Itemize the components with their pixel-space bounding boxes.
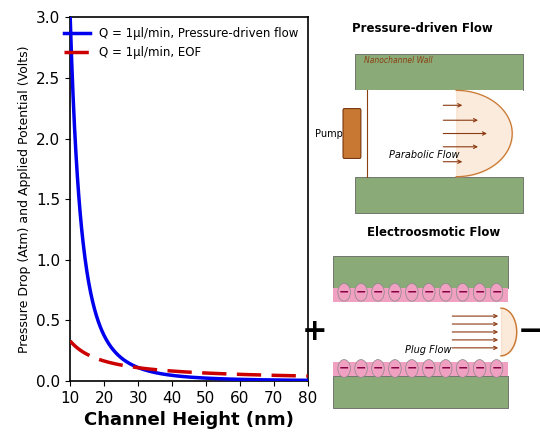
Text: −: − — [356, 286, 366, 299]
FancyBboxPatch shape — [333, 362, 508, 376]
Circle shape — [338, 283, 350, 301]
Text: −: − — [441, 362, 451, 375]
Text: Parabolic Flow: Parabolic Flow — [389, 150, 460, 160]
Text: Plug Flow: Plug Flow — [404, 345, 451, 355]
Q = 1μl/min, EOF — [180, 369, 186, 375]
Q = 1μl/min, EOF — [262, 372, 268, 378]
Q = 1μl/min, EOF — [208, 371, 215, 376]
Circle shape — [490, 359, 503, 378]
FancyBboxPatch shape — [333, 256, 508, 288]
Circle shape — [389, 359, 401, 378]
FancyBboxPatch shape — [355, 90, 523, 177]
Q = 1μl/min, Pressure-driven flow — [67, 15, 73, 20]
Legend: Q = 1μl/min, Pressure-driven flow, Q = 1μl/min, EOF: Q = 1μl/min, Pressure-driven flow, Q = 1… — [60, 23, 302, 62]
Text: −: − — [407, 362, 417, 375]
Text: −: − — [373, 362, 383, 375]
Q = 1μl/min, Pressure-driven flow — [299, 378, 305, 383]
Q = 1μl/min, Pressure-driven flow — [208, 376, 215, 381]
Text: −: − — [457, 362, 468, 375]
Text: Electroosmotic Flow: Electroosmotic Flow — [367, 226, 501, 239]
Q = 1μl/min, EOF — [299, 373, 305, 378]
Text: −: − — [474, 286, 485, 299]
Text: −: − — [356, 362, 366, 375]
Q = 1μl/min, EOF — [305, 373, 311, 378]
Text: −: − — [390, 362, 400, 375]
Text: Nanochannel Wall: Nanochannel Wall — [364, 56, 433, 65]
Circle shape — [406, 359, 418, 378]
Circle shape — [473, 359, 486, 378]
Text: −: − — [339, 286, 349, 299]
Circle shape — [372, 359, 384, 378]
Q = 1μl/min, EOF — [195, 370, 202, 375]
Q = 1μl/min, EOF — [181, 369, 188, 375]
Circle shape — [338, 359, 350, 378]
Y-axis label: Pressure Drop (Atm) and Applied Potential (Volts): Pressure Drop (Atm) and Applied Potentia… — [18, 45, 31, 353]
FancyBboxPatch shape — [343, 109, 361, 158]
Circle shape — [389, 283, 401, 301]
Text: −: − — [517, 317, 540, 346]
Circle shape — [440, 359, 452, 378]
Circle shape — [406, 283, 418, 301]
Circle shape — [490, 283, 503, 301]
Circle shape — [355, 283, 367, 301]
Text: +: + — [302, 317, 328, 346]
Text: −: − — [491, 362, 502, 375]
Circle shape — [473, 283, 486, 301]
FancyBboxPatch shape — [355, 54, 523, 90]
Circle shape — [422, 359, 435, 378]
Q = 1μl/min, Pressure-driven flow — [262, 377, 268, 382]
Q = 1μl/min, Pressure-driven flow — [180, 374, 186, 379]
Circle shape — [372, 283, 384, 301]
Circle shape — [456, 359, 469, 378]
FancyBboxPatch shape — [333, 376, 508, 408]
Text: −: − — [407, 286, 417, 299]
Circle shape — [456, 283, 469, 301]
Text: −: − — [423, 362, 434, 375]
Text: Pump: Pump — [315, 129, 343, 139]
Q = 1μl/min, Pressure-driven flow — [305, 378, 311, 383]
Text: −: − — [373, 286, 383, 299]
Q = 1μl/min, Pressure-driven flow — [195, 375, 202, 380]
Text: −: − — [423, 286, 434, 299]
X-axis label: Channel Height (nm): Channel Height (nm) — [84, 411, 294, 429]
Q = 1μl/min, Pressure-driven flow — [181, 374, 188, 379]
Circle shape — [440, 283, 452, 301]
FancyBboxPatch shape — [333, 288, 508, 302]
FancyBboxPatch shape — [355, 177, 523, 213]
FancyBboxPatch shape — [333, 302, 508, 362]
Text: −: − — [474, 362, 485, 375]
Circle shape — [355, 359, 367, 378]
Circle shape — [422, 283, 435, 301]
Line: Q = 1μl/min, EOF: Q = 1μl/min, EOF — [70, 341, 308, 376]
Text: −: − — [390, 286, 400, 299]
Text: −: − — [491, 286, 502, 299]
Text: −: − — [457, 286, 468, 299]
Line: Q = 1μl/min, Pressure-driven flow: Q = 1μl/min, Pressure-driven flow — [70, 17, 308, 380]
Text: −: − — [441, 286, 451, 299]
Text: Pressure-driven Flow: Pressure-driven Flow — [352, 23, 493, 36]
Text: −: − — [339, 362, 349, 375]
Q = 1μl/min, EOF — [67, 339, 73, 344]
